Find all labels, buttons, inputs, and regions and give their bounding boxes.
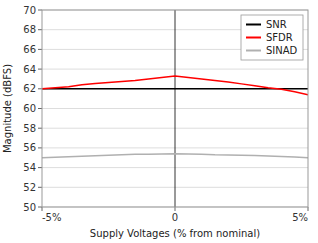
y-tick	[38, 108, 42, 109]
y-tick-label: 70	[23, 5, 36, 16]
legend-swatch	[246, 24, 261, 26]
y-tick	[38, 29, 42, 30]
y-tick	[38, 187, 42, 188]
y-tick	[38, 128, 42, 129]
y-tick-label: 60	[23, 103, 36, 114]
plot-area	[42, 10, 308, 207]
y-tick-label: 52	[23, 182, 36, 193]
y-tick-label: 64	[23, 64, 36, 75]
x-tick	[42, 207, 43, 211]
y-tick-label: 68	[23, 24, 36, 35]
legend-swatch	[246, 50, 261, 52]
y-tick	[38, 69, 42, 70]
x-tick	[308, 207, 309, 211]
y-tick	[38, 88, 42, 89]
y-tick-label: 62	[23, 83, 36, 94]
y-tick	[38, 167, 42, 168]
y-tick-label: 66	[23, 44, 36, 55]
y-tick-label: 50	[23, 202, 36, 213]
plot-content	[42, 10, 308, 207]
series-line	[42, 154, 308, 158]
legend-swatch	[246, 37, 261, 39]
legend: SNR SFDR SINAD	[241, 15, 303, 60]
x-axis-label: Supply Voltages (% from nominal)	[90, 228, 260, 239]
y-tick	[38, 147, 42, 148]
x-tick	[175, 207, 176, 211]
y-tick-label: 58	[23, 123, 36, 134]
y-tick	[38, 49, 42, 50]
y-axis-label: Magnitude (dBFS)	[2, 64, 13, 153]
legend-label: SFDR	[266, 32, 293, 43]
legend-label: SINAD	[266, 45, 298, 56]
chart: 50 52 54 56 58 60 62 64 66 68 70 -5% 0 5% Supply Volta…	[0, 0, 318, 243]
y-tick-label: 54	[23, 162, 36, 173]
reference-line	[175, 10, 176, 207]
legend-box	[241, 15, 303, 60]
y-tick	[38, 207, 42, 208]
y-tick-label: 56	[23, 142, 36, 153]
y-tick	[38, 10, 42, 11]
series-line	[42, 76, 308, 95]
x-tick-label: -5%	[42, 212, 61, 223]
x-tick-label: 0	[172, 212, 178, 223]
x-tick-label: 5%	[292, 212, 308, 223]
plot-frame	[42, 10, 308, 207]
legend-label: SNR	[266, 19, 287, 30]
